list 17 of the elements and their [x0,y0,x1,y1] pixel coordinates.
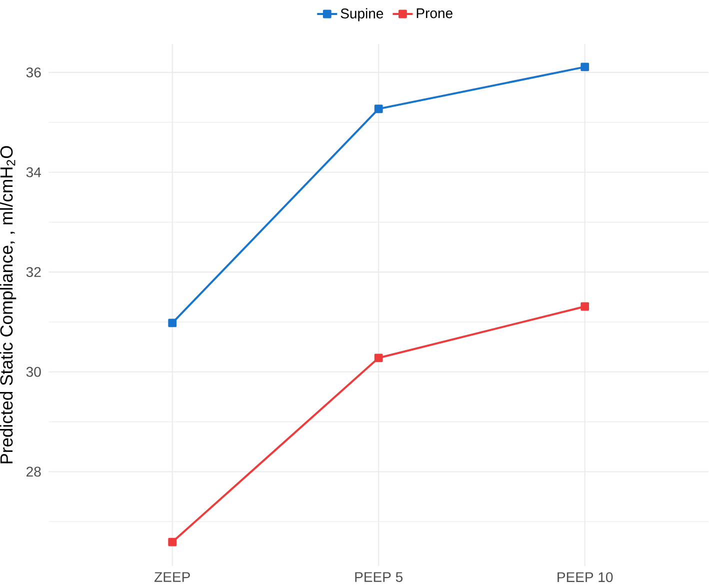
x-tick-label: ZEEP [154,572,190,582]
y-axis-title: Predicted Static Compliance, , ml/cmH$_{2}$O [0,146,16,464]
legend-label: Prone [416,8,452,18]
point [168,318,177,328]
x-tick-label: PEEP 10 [558,572,613,582]
point [580,62,590,72]
y-tick-label: 30 [26,366,41,377]
legend-label: Supine [340,8,384,22]
y-tick-label: 34 [26,167,41,178]
y-tick-label: 36 [26,67,41,78]
point [580,302,590,311]
point [374,354,383,362]
point [374,104,383,114]
x-tick-label: PEEP 5 [355,572,403,582]
point [168,538,177,546]
y-tick-label: 28 [26,466,41,477]
y-tick-label: 32 [26,267,41,278]
